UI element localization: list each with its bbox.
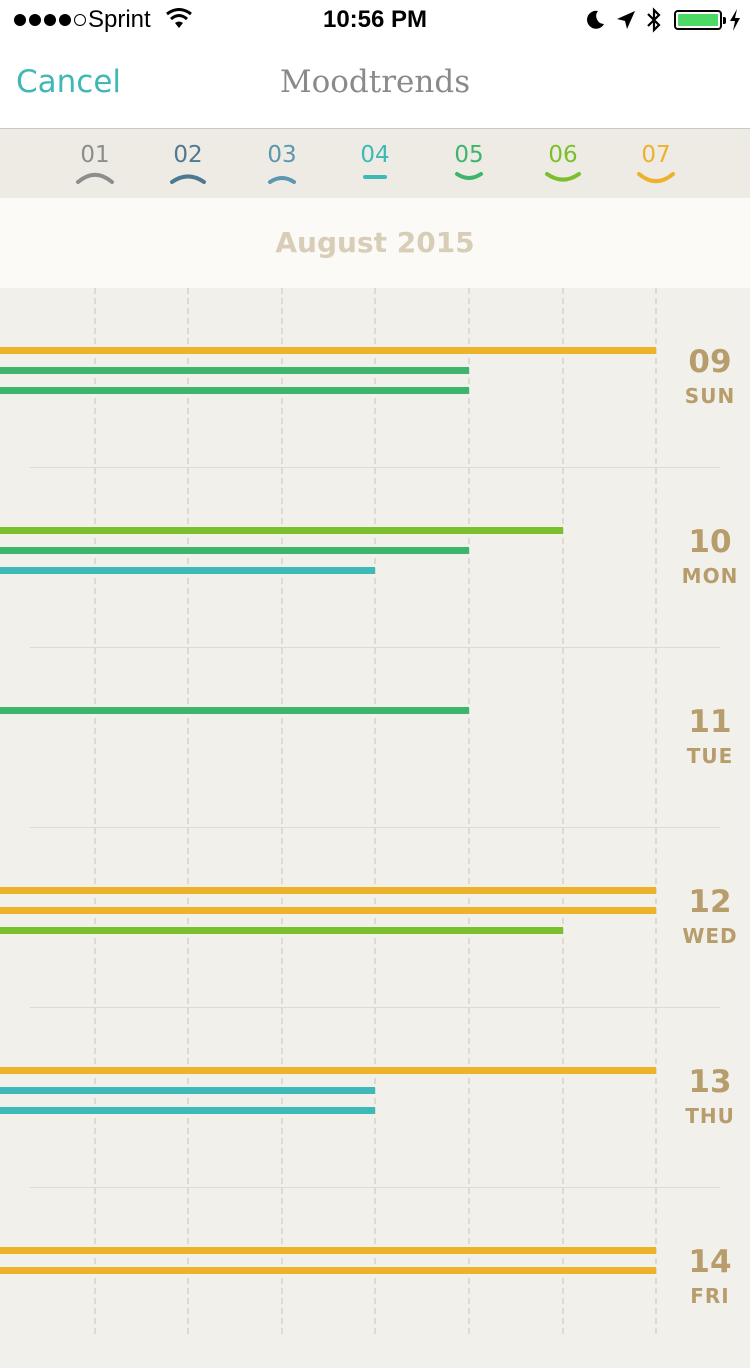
mood-bar	[0, 927, 563, 934]
day-number: 13	[688, 1064, 732, 1100]
weekday-name: MON	[681, 564, 739, 588]
mood-smile-icon	[637, 172, 675, 184]
day-number: 14	[688, 1244, 732, 1280]
mood-bar	[0, 707, 469, 714]
mood-frown-icon	[76, 172, 114, 184]
mood-frown-icon	[268, 176, 296, 184]
day-number: 12	[688, 884, 732, 920]
mood-scale-item-03: 03	[252, 141, 312, 185]
mood-scale-item-01: 01	[65, 141, 125, 185]
mood-scale-item-07: 07	[626, 141, 686, 185]
day-number: 10	[688, 524, 732, 560]
mood-bar	[0, 387, 469, 394]
mood-scale-item-04: 04	[345, 141, 405, 185]
weekday-name: THU	[685, 1104, 735, 1128]
mood-bar	[0, 527, 563, 534]
wifi-icon	[166, 8, 192, 28]
mood-smile-icon	[455, 172, 483, 180]
mood-scale-label: 06	[548, 142, 578, 168]
mood-bar	[0, 547, 469, 554]
mood-scale-item-05: 05	[439, 141, 499, 185]
day-number: 09	[688, 344, 732, 380]
mood-bar	[0, 367, 469, 374]
mood-scale-label: 07	[641, 142, 671, 168]
weekday-name: TUE	[686, 744, 734, 768]
day-row[interactable]: 12 WED	[0, 828, 750, 1008]
mood-bar	[0, 887, 656, 894]
page-title: Moodtrends	[279, 64, 471, 100]
day-row[interactable]: 09 SUN	[0, 288, 750, 468]
mood-scale-label: 05	[454, 142, 484, 168]
weekday-name: SUN	[684, 384, 736, 408]
day-row[interactable]: 11 TUE	[0, 648, 750, 828]
row-divider	[30, 647, 720, 648]
mood-bar	[0, 1087, 375, 1094]
battery-icon	[674, 10, 726, 30]
day-row[interactable]: 10 MON	[0, 468, 750, 648]
row-divider	[30, 1187, 720, 1188]
mood-bar	[0, 1267, 656, 1274]
mood-bar	[0, 347, 656, 354]
moon-icon	[587, 10, 604, 29]
carrier-name: Sprint	[88, 6, 151, 33]
mood-bar	[0, 907, 656, 914]
mood-scale-label: 01	[80, 142, 110, 168]
month-label: August 2015	[275, 226, 475, 259]
day-label: 10 MON	[670, 524, 750, 588]
cancel-button[interactable]: Cancel	[16, 64, 122, 100]
day-label: 11 TUE	[670, 704, 750, 768]
day-label: 12 WED	[670, 884, 750, 948]
mood-scale-header: 01 02 03 04 05 06 07	[0, 129, 750, 198]
mood-frown-icon	[170, 174, 206, 184]
day-label: 14 FRI	[670, 1244, 750, 1308]
mood-smile-icon	[545, 172, 581, 182]
mood-scale-label: 02	[173, 142, 203, 168]
mood-scale-item-06: 06	[533, 141, 593, 185]
day-number: 11	[688, 704, 732, 740]
mood-bar	[0, 567, 375, 574]
mood-scale-label: 03	[267, 142, 297, 168]
mood-bar	[0, 1247, 656, 1254]
mood-scale-item-02: 02	[158, 141, 218, 185]
mood-bar	[0, 1107, 375, 1114]
location-icon	[617, 11, 635, 29]
signal-strength-icon	[14, 14, 86, 26]
day-row[interactable]: 14 FRI	[0, 1188, 750, 1368]
navigation-bar: Cancel Moodtrends	[0, 40, 750, 129]
month-banner: August 2015	[0, 198, 750, 288]
mood-scale-label: 04	[360, 142, 390, 168]
mood-bar	[0, 1067, 656, 1074]
status-time: 10:56 PM	[322, 6, 428, 33]
day-label: 09 SUN	[670, 344, 750, 408]
day-label: 13 THU	[670, 1064, 750, 1128]
row-divider	[30, 827, 720, 828]
weekday-name: FRI	[690, 1284, 730, 1308]
bluetooth-icon	[647, 7, 661, 33]
weekday-name: WED	[682, 924, 738, 948]
mood-chart: 09 SUN 10 MON 11 TUE 12 WED 13 THU 14 FRI	[0, 288, 750, 1334]
status-bar: Sprint 10:56 PM	[0, 0, 750, 40]
day-row[interactable]: 13 THU	[0, 1008, 750, 1188]
row-divider	[30, 1007, 720, 1008]
mood-neutral-icon	[363, 175, 387, 179]
row-divider	[30, 467, 720, 468]
charge-icon	[730, 9, 740, 31]
